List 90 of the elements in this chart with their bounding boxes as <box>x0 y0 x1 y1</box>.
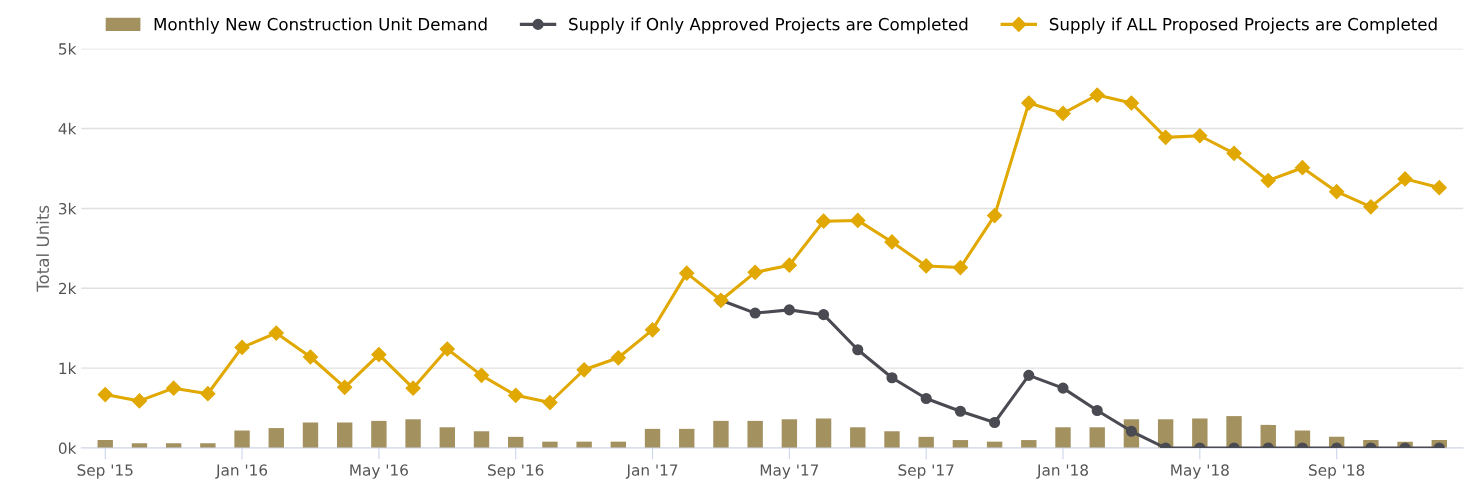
point <box>1397 171 1413 187</box>
bar <box>1226 416 1242 449</box>
bar <box>302 422 319 449</box>
point <box>850 212 866 228</box>
y-tick-label: 2k <box>58 282 77 295</box>
point <box>818 309 830 321</box>
point <box>1021 95 1037 111</box>
point <box>886 372 898 384</box>
bar <box>268 428 284 449</box>
point <box>749 307 761 319</box>
point <box>1158 129 1174 145</box>
point <box>200 386 216 402</box>
y-tick-label: 3k <box>59 202 77 215</box>
point <box>302 349 319 365</box>
bar <box>815 418 832 449</box>
point <box>131 393 148 409</box>
point <box>952 259 968 276</box>
x-tick-label: Sep '17 <box>898 464 954 479</box>
x-tick-label: Jan '16 <box>215 464 268 479</box>
point <box>1055 105 1071 121</box>
point <box>1294 160 1311 176</box>
point <box>987 208 1003 224</box>
point <box>747 264 763 280</box>
point <box>783 304 795 316</box>
point <box>1123 95 1139 111</box>
x-tick-label: May '16 <box>350 464 408 479</box>
legend-label: Supply if Only Approved Projects are Completed <box>569 17 968 34</box>
x-tick-label: Sep '15 <box>77 464 133 479</box>
bar <box>679 428 695 449</box>
point <box>1363 199 1379 215</box>
bar <box>405 419 421 449</box>
x-tick-label: May '18 <box>1171 464 1229 479</box>
x-tick-label: Jan '18 <box>1036 464 1088 479</box>
point <box>508 387 524 403</box>
point <box>1192 128 1208 144</box>
bar <box>781 419 798 449</box>
point <box>166 380 182 396</box>
y-tick-label: 4k <box>58 122 77 135</box>
bar <box>713 420 729 449</box>
point <box>679 265 695 281</box>
point <box>337 379 353 395</box>
point <box>644 322 661 338</box>
point <box>884 234 900 250</box>
x-tick-label: Sep '18 <box>1309 464 1365 479</box>
bar <box>336 422 353 449</box>
point <box>920 392 932 405</box>
point <box>439 341 455 357</box>
point <box>542 394 558 411</box>
point <box>815 213 832 229</box>
point <box>1260 172 1276 189</box>
legend-label: Supply if ALL Proposed Projects are Completed <box>1049 17 1437 34</box>
point <box>1329 184 1345 200</box>
point <box>97 386 113 403</box>
point <box>610 350 626 366</box>
point <box>954 405 966 417</box>
x-tick-label: Jan '17 <box>625 464 678 479</box>
legend-label: Monthly New Construction Unit Demand <box>154 17 487 34</box>
point <box>852 344 864 356</box>
y-tick-label: 1k <box>59 362 77 374</box>
point <box>1431 180 1447 196</box>
point <box>405 380 421 396</box>
bar <box>918 436 934 449</box>
point <box>371 347 387 363</box>
point <box>1089 87 1105 103</box>
bar <box>644 428 661 449</box>
point <box>1057 382 1069 394</box>
y-tick-label: 5k <box>59 42 77 55</box>
point <box>1091 404 1103 417</box>
point <box>268 325 284 341</box>
bar <box>884 431 900 449</box>
point <box>989 416 1001 429</box>
x-tick-label: May '17 <box>760 464 819 479</box>
bar <box>234 430 250 449</box>
y-axis-title: Total Units <box>36 205 50 292</box>
bar <box>1055 427 1071 449</box>
point <box>576 362 592 378</box>
point <box>473 367 490 383</box>
bar <box>371 420 387 449</box>
point <box>234 339 250 355</box>
bar <box>439 427 455 449</box>
bar <box>850 427 866 449</box>
point <box>1226 145 1242 161</box>
bar <box>1089 427 1105 449</box>
y-tick-label: 0k <box>58 442 77 455</box>
point <box>918 258 934 274</box>
point <box>1023 369 1035 381</box>
point <box>781 257 797 273</box>
x-tick-label: Sep '16 <box>488 464 544 479</box>
bar <box>747 420 763 449</box>
bar <box>473 431 490 449</box>
